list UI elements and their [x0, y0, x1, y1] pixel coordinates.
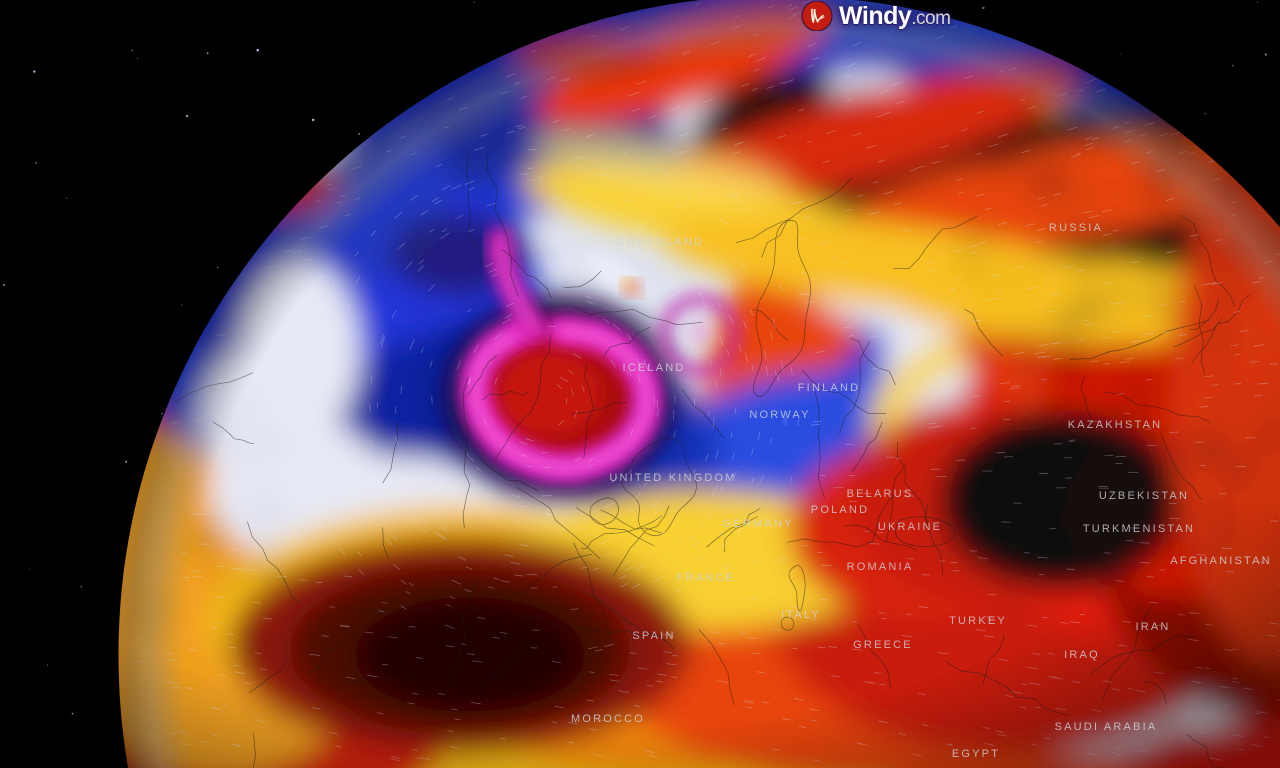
svg-text:BELARUS: BELARUS: [847, 488, 914, 500]
svg-text:AFGHANISTAN: AFGHANISTAN: [1170, 555, 1272, 567]
svg-text:UZBEKISTAN: UZBEKISTAN: [1099, 490, 1189, 502]
svg-text:KAZAKHSTAN: KAZAKHSTAN: [1068, 419, 1163, 431]
svg-text:EGYPT: EGYPT: [952, 748, 1000, 760]
svg-text:TURKEY: TURKEY: [949, 615, 1007, 627]
svg-text:ICELAND: ICELAND: [622, 362, 685, 374]
svg-text:IRAQ: IRAQ: [1064, 649, 1100, 661]
svg-text:TURKMENISTAN: TURKMENISTAN: [1083, 523, 1195, 535]
svg-text:UKRAINE: UKRAINE: [878, 521, 942, 533]
svg-text:IRAN: IRAN: [1135, 621, 1170, 633]
svg-text:GREENLAND: GREENLAND: [616, 236, 704, 248]
svg-text:FRANCE: FRANCE: [677, 572, 735, 584]
svg-text:NORWAY: NORWAY: [749, 409, 810, 421]
svg-text:FINLAND: FINLAND: [798, 382, 860, 394]
svg-text:GERMANY: GERMANY: [722, 518, 793, 530]
svg-text:ITALY: ITALY: [781, 609, 821, 621]
svg-text:MOROCCO: MOROCCO: [571, 713, 645, 725]
svg-text:POLAND: POLAND: [811, 504, 869, 516]
svg-text:ROMANIA: ROMANIA: [847, 561, 914, 573]
svg-text:GREECE: GREECE: [853, 639, 913, 651]
svg-text:RUSSIA: RUSSIA: [1049, 222, 1103, 234]
svg-text:SAUDI ARABIA: SAUDI ARABIA: [1055, 721, 1158, 733]
svg-text:SPAIN: SPAIN: [632, 630, 675, 642]
svg-text:UNITED KINGDOM: UNITED KINGDOM: [609, 472, 736, 484]
